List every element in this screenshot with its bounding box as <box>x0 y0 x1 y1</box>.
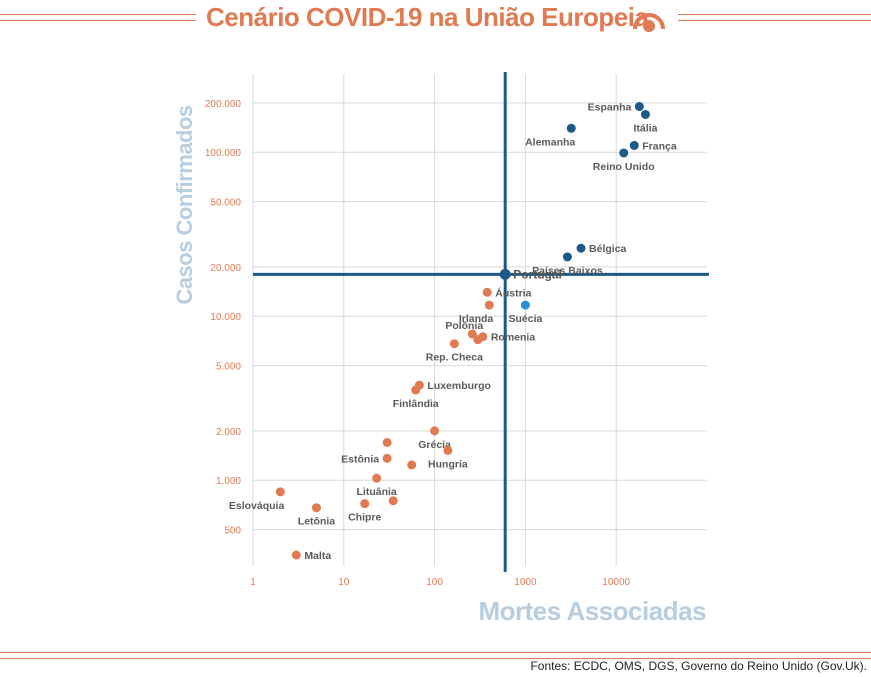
title-rule-right <box>678 14 871 21</box>
data-point <box>467 329 477 339</box>
data-point <box>484 300 494 310</box>
data-point <box>311 503 321 513</box>
data-point <box>275 487 285 497</box>
data-point <box>629 140 639 150</box>
y-axis-title: Casos Confirmados <box>172 105 197 305</box>
point-label: Grécia <box>418 439 451 451</box>
data-point <box>443 445 453 455</box>
point-label: Polônia <box>445 320 483 332</box>
point-label: Estônia <box>341 453 379 465</box>
point-label: Bélgica <box>589 243 627 255</box>
data-point <box>430 426 440 436</box>
footer-rule <box>0 652 871 659</box>
x-axis-title: Mortes Associadas <box>478 596 706 626</box>
data-point <box>449 339 459 349</box>
y-tick-label: 5.000 <box>216 362 241 373</box>
data-point <box>473 335 483 345</box>
data-point <box>562 252 572 262</box>
data-point <box>360 499 370 509</box>
point-label: Eslováquia <box>229 500 285 512</box>
data-point <box>520 300 530 310</box>
point-label: Chipre <box>348 512 381 524</box>
data-point <box>388 496 398 506</box>
data-point <box>619 148 629 158</box>
data-point <box>382 437 392 447</box>
point-label: Letônia <box>298 516 335 528</box>
point-label: Itália <box>633 122 657 134</box>
point-label: Países Baixos <box>532 265 603 277</box>
point-label: Portugal <box>513 267 562 281</box>
x-tick-label: 1000 <box>514 577 537 588</box>
y-tick-label: 20.000 <box>210 263 241 274</box>
y-tick-label: 2.000 <box>216 427 241 438</box>
data-point <box>640 109 650 119</box>
point-label: Suécia <box>508 313 542 325</box>
y-tick-label: 1.000 <box>216 476 241 487</box>
x-tick-label: 10000 <box>602 577 630 588</box>
y-tick-label: 100.000 <box>205 148 242 159</box>
data-point <box>382 453 392 463</box>
y-tick-label: 10.000 <box>210 312 241 323</box>
x-tick-label: 1 <box>250 577 256 588</box>
data-point <box>407 460 417 470</box>
data-point <box>576 243 586 253</box>
point-label: Reino Unido <box>593 161 655 173</box>
data-point <box>634 102 644 112</box>
source-note: Fontes: ECDC, OMS, DGS, Governo do Reino… <box>530 659 867 673</box>
point-label: Luxemburgo <box>427 380 491 392</box>
point-label: Hungria <box>428 458 468 470</box>
point-label: Rep. Checa <box>426 352 483 364</box>
y-tick-label: 200.000 <box>205 99 242 110</box>
point-label: Irlanda <box>459 313 494 325</box>
point-label: Alemanha <box>525 136 575 148</box>
y-tick-label: 500 <box>224 526 241 537</box>
point-label: Espanha <box>588 102 632 114</box>
title-rule-left <box>0 14 196 21</box>
data-point <box>482 287 492 297</box>
data-point <box>499 268 511 280</box>
data-point <box>411 385 421 395</box>
data-point <box>372 473 382 483</box>
x-tick-label: 10 <box>338 577 350 588</box>
point-label: Malta <box>304 550 331 562</box>
point-label: Lituânia <box>357 486 397 498</box>
title-bar: Cenário COVID-19 na União Europeia <box>0 0 871 36</box>
point-label: Finlândia <box>393 398 439 410</box>
chart-title: Cenário COVID-19 na União Europeia <box>206 2 649 32</box>
point-label: Romenia <box>491 332 536 344</box>
data-point <box>291 550 301 560</box>
y-tick-label: 50.000 <box>210 198 241 209</box>
point-label: Áustria <box>495 286 531 299</box>
data-point <box>566 123 576 133</box>
point-label: França <box>642 140 677 152</box>
signal-arc-icon <box>633 13 665 32</box>
x-tick-label: 100 <box>426 577 443 588</box>
